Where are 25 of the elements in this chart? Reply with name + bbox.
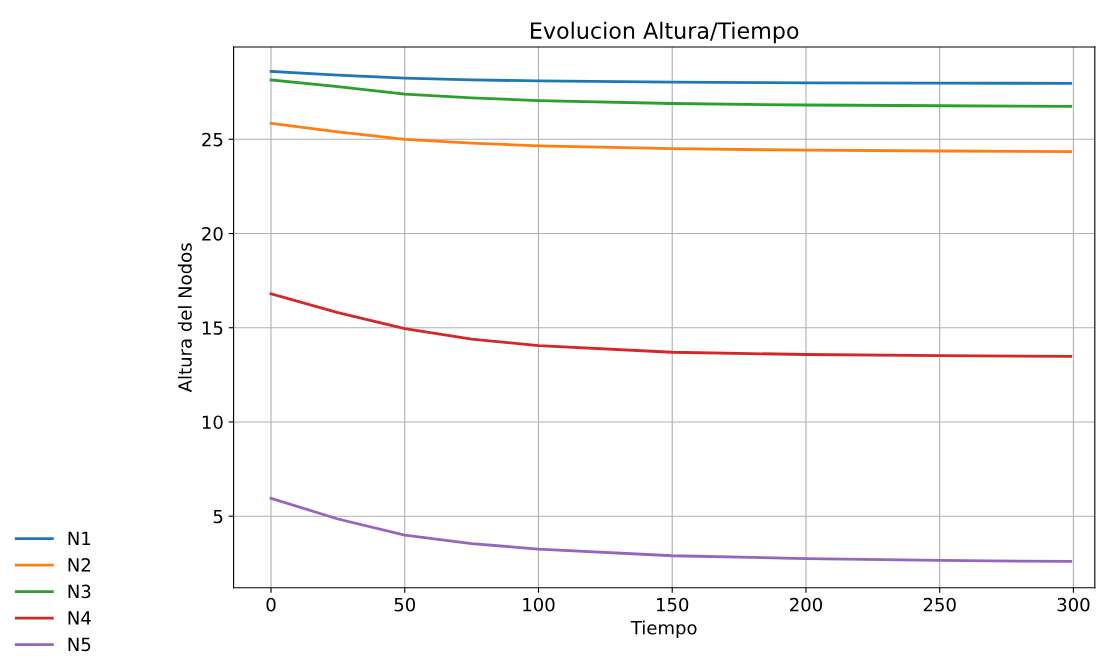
line-series [269,496,1073,563]
y-tick-label: 15 [202,321,223,335]
legend-label: N5 [68,637,91,652]
line-series [269,121,1073,153]
y-tick-label: 5 [213,509,223,524]
x-tick-label: 0 [266,597,276,612]
legend-label: N2 [68,558,90,572]
y-tick-label: 10 [202,415,223,430]
x-tick-label: 50 [394,597,416,612]
x-tick-label: 150 [656,597,689,612]
legend-label: N4 [68,611,91,625]
legend-label: N1 [68,531,91,545]
x-tick-label: 100 [523,597,555,612]
x-axis-title: Tiempo [630,620,697,639]
line-series [269,292,1073,358]
legend-label: N3 [68,584,91,599]
y-tick-label: 25 [202,132,223,147]
x-tick-label: 300 [1057,597,1090,612]
x-tick-label: 200 [790,597,822,612]
y-axis-title: Altura del Nodos [177,243,192,393]
line-series [269,70,1073,85]
chart-title: Evolucion Altura/Tiempo [531,21,799,44]
x-tick-label: 250 [923,597,956,612]
line-series [269,78,1073,108]
y-tick-label: 20 [202,226,223,241]
